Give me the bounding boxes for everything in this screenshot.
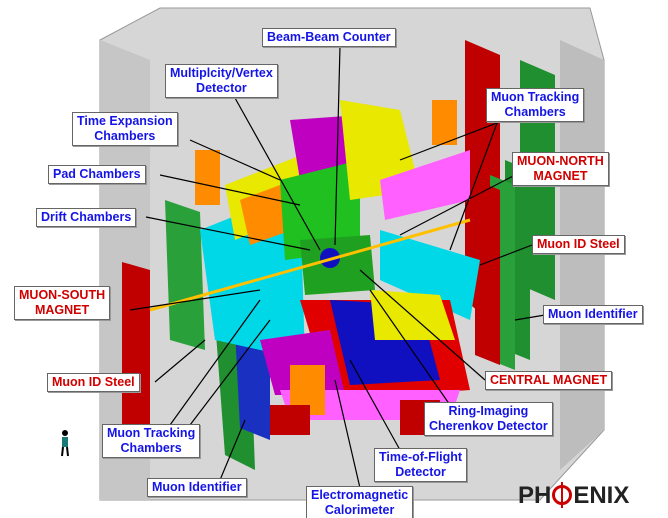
label-text: MAGNET (517, 169, 604, 184)
label-text: Muon ID Steel (537, 237, 620, 252)
label-text: Time-of-Flight (379, 450, 462, 465)
logo-text: PH (518, 482, 551, 509)
label-text: CENTRAL MAGNET (490, 373, 607, 388)
person-figure (62, 430, 68, 456)
label-text: Ring-Imaging (429, 404, 548, 419)
label-text: Muon Tracking (107, 426, 195, 441)
label-text: Electromagnetic (311, 488, 408, 503)
label-text: Pad Chambers (53, 167, 141, 182)
label-text: Cherenkov Detector (429, 419, 548, 434)
label: Pad Chambers (48, 165, 146, 184)
logo-symbol (552, 485, 572, 505)
label-text: Chambers (77, 129, 173, 144)
label-text: Chambers (107, 441, 195, 456)
label-text: Drift Chambers (41, 210, 131, 225)
label-text: Detector (170, 81, 273, 96)
label: Muon Identifier (147, 478, 247, 497)
detector-drawing (0, 0, 668, 518)
label-text: Muon Identifier (152, 480, 242, 495)
label-text: Beam-Beam Counter (267, 30, 391, 45)
label-text: Detector (379, 465, 462, 480)
label-text: Muon ID Steel (52, 375, 135, 390)
label-text: Chambers (491, 105, 579, 120)
label: Muon ID Steel (47, 373, 140, 392)
label: Muon Identifier (543, 305, 643, 324)
logo-text: ENIX (573, 482, 629, 509)
label-text: MUON-SOUTH (19, 288, 105, 303)
diagram: Beam-Beam Counter Multiplcity/VertexDete… (0, 0, 668, 518)
label: CENTRAL MAGNET (485, 371, 612, 390)
label-text: Muon Identifier (548, 307, 638, 322)
label: Muon ID Steel (532, 235, 625, 254)
label-text: MUON-NORTH (517, 154, 604, 169)
label-text: Time Expansion (77, 114, 173, 129)
label: Beam-Beam Counter (262, 28, 396, 47)
logo: PH ENIX (518, 482, 629, 510)
label-text: MAGNET (19, 303, 105, 318)
label-text: Muon Tracking (491, 90, 579, 105)
label-text: Multiplcity/Vertex (170, 66, 273, 81)
label-text: Calorimeter (311, 503, 408, 518)
label: Drift Chambers (36, 208, 136, 227)
